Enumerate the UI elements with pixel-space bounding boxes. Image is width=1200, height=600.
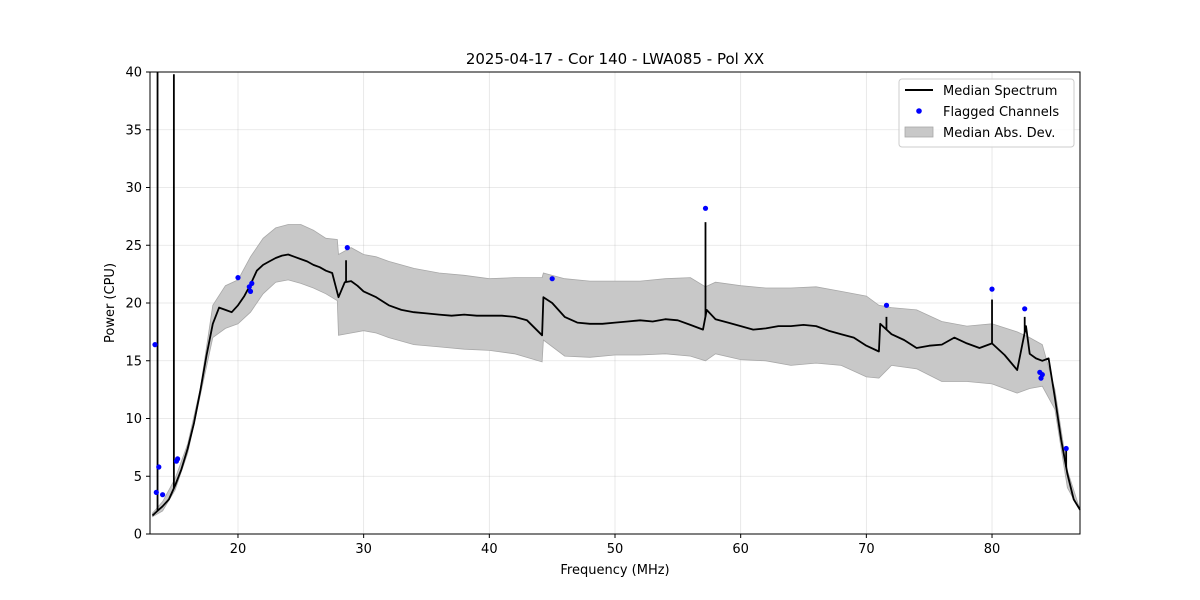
legend-patch-swatch xyxy=(904,126,934,138)
flagged-channel-point xyxy=(344,245,350,251)
y-tick-label: 30 xyxy=(125,181,142,196)
y-axis-ticks: 0 5 10 15 20 25 30 35 40 xyxy=(125,66,150,543)
legend-label-median-abs-dev: Median Abs. Dev. xyxy=(943,126,1055,141)
y-tick-label: 25 xyxy=(125,239,142,254)
plot-area xyxy=(150,71,1081,535)
legend-label-flagged-channels: Flagged Channels xyxy=(943,105,1059,120)
y-tick-label: 20 xyxy=(125,297,142,312)
flagged-channel-point xyxy=(549,276,555,282)
x-tick-label: 80 xyxy=(984,542,1001,557)
y-tick-label: 40 xyxy=(125,66,142,81)
flagged-channel-point xyxy=(702,205,709,211)
y-tick-label: 15 xyxy=(125,354,142,369)
x-tick-label: 70 xyxy=(858,542,875,557)
legend-box xyxy=(898,78,1075,148)
flagged-channel-point xyxy=(175,456,181,462)
flagged-channel-point xyxy=(883,302,890,308)
legend-label-median-spectrum: Median Spectrum xyxy=(943,84,1057,99)
y-axis-label: Power (CPU) xyxy=(103,263,118,343)
y-tick-label: 0 xyxy=(134,528,142,543)
y-tick-label: 10 xyxy=(125,412,142,427)
median-spectrum-layer xyxy=(151,72,1081,517)
flagged-channel-point xyxy=(249,280,255,286)
x-tick-label: 40 xyxy=(481,542,498,557)
x-axis-ticks: 20 30 40 50 60 70 80 xyxy=(230,534,1001,557)
flagged-channel-point xyxy=(247,288,254,294)
x-tick-label: 50 xyxy=(607,542,624,557)
x-axis-label: Frequency (MHz) xyxy=(560,563,669,578)
flagged-channel-point xyxy=(152,342,158,348)
chart-title: 2025-04-17 - Cor 140 - LWA085 - Pol XX xyxy=(466,50,764,68)
flagged-channel-point xyxy=(235,275,241,281)
x-tick-label: 30 xyxy=(355,542,372,557)
flagged-channel-point xyxy=(1063,445,1069,452)
flagged-channel-point xyxy=(156,464,162,470)
median-spectrum-line xyxy=(151,253,1081,517)
y-tick-label: 5 xyxy=(134,470,142,485)
y-tick-label: 35 xyxy=(125,123,142,138)
legend-marker-swatch xyxy=(916,108,922,114)
flagged-channels-layer xyxy=(152,205,1069,498)
x-tick-label: 60 xyxy=(732,542,749,557)
flagged-channel-point xyxy=(1039,372,1045,378)
x-tick-label: 20 xyxy=(230,542,247,557)
legend: Median Spectrum Flagged Channels Median … xyxy=(898,78,1075,148)
flagged-channel-point xyxy=(160,492,166,498)
flagged-channel-point xyxy=(153,489,159,495)
flagged-channel-point xyxy=(989,286,995,292)
flagged-channel-point xyxy=(1022,306,1028,312)
